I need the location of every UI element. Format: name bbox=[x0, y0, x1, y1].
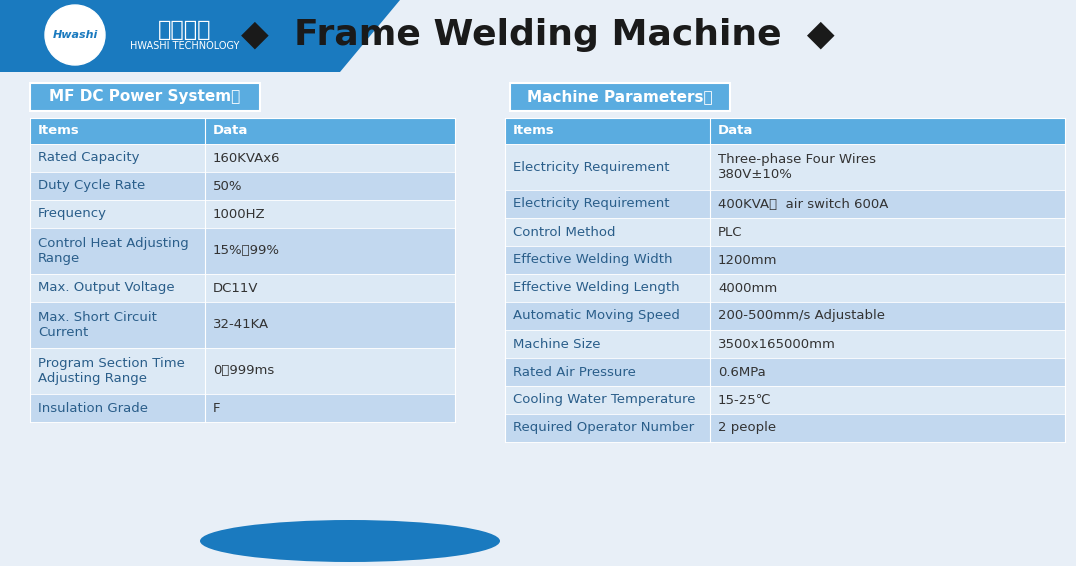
Text: 0～999ms: 0～999ms bbox=[213, 365, 274, 378]
Text: Control Method: Control Method bbox=[513, 225, 615, 238]
FancyBboxPatch shape bbox=[30, 348, 455, 394]
Text: 15-25℃: 15-25℃ bbox=[718, 393, 771, 406]
Text: Insulation Grade: Insulation Grade bbox=[38, 401, 148, 414]
Text: 400KVA，  air switch 600A: 400KVA， air switch 600A bbox=[718, 198, 889, 211]
FancyBboxPatch shape bbox=[0, 0, 1076, 72]
FancyBboxPatch shape bbox=[30, 172, 455, 200]
Text: 华士科技: 华士科技 bbox=[158, 20, 212, 40]
Text: Automatic Moving Speed: Automatic Moving Speed bbox=[513, 310, 680, 323]
Text: Max. Output Voltage: Max. Output Voltage bbox=[38, 281, 174, 294]
FancyBboxPatch shape bbox=[505, 414, 1065, 442]
FancyBboxPatch shape bbox=[30, 144, 455, 172]
Text: Rated Air Pressure: Rated Air Pressure bbox=[513, 366, 636, 379]
Text: 4000mm: 4000mm bbox=[718, 281, 777, 294]
FancyBboxPatch shape bbox=[30, 200, 455, 228]
FancyBboxPatch shape bbox=[360, 0, 1076, 72]
Text: 160KVAx6: 160KVAx6 bbox=[213, 152, 281, 165]
Text: Duty Cycle Rate: Duty Cycle Rate bbox=[38, 179, 145, 192]
Text: PLC: PLC bbox=[718, 225, 742, 238]
Text: Three-phase Four Wires
380V±10%: Three-phase Four Wires 380V±10% bbox=[718, 153, 876, 181]
Text: Effective Welding Length: Effective Welding Length bbox=[513, 281, 680, 294]
Circle shape bbox=[45, 5, 105, 65]
Ellipse shape bbox=[200, 520, 500, 562]
Text: Control Heat Adjusting
Range: Control Heat Adjusting Range bbox=[38, 237, 188, 265]
Text: Frequency: Frequency bbox=[38, 208, 107, 221]
Text: 200-500mm/s Adjustable: 200-500mm/s Adjustable bbox=[718, 310, 884, 323]
FancyBboxPatch shape bbox=[30, 118, 455, 144]
Text: Data: Data bbox=[718, 125, 753, 138]
Polygon shape bbox=[320, 0, 1076, 72]
Text: HWASHI TECHNOLOGY: HWASHI TECHNOLOGY bbox=[130, 41, 240, 51]
Text: 3500x165000mm: 3500x165000mm bbox=[718, 337, 836, 350]
Text: Rated Capacity: Rated Capacity bbox=[38, 152, 140, 165]
Text: 32-41KA: 32-41KA bbox=[213, 319, 269, 332]
Text: 0.6MPa: 0.6MPa bbox=[718, 366, 766, 379]
FancyBboxPatch shape bbox=[505, 302, 1065, 330]
FancyBboxPatch shape bbox=[505, 118, 1065, 144]
Text: 1200mm: 1200mm bbox=[718, 254, 778, 267]
FancyBboxPatch shape bbox=[30, 228, 455, 274]
FancyBboxPatch shape bbox=[505, 144, 1065, 190]
FancyBboxPatch shape bbox=[505, 274, 1065, 302]
Text: F: F bbox=[213, 401, 221, 414]
FancyBboxPatch shape bbox=[505, 358, 1065, 386]
Text: Machine Parameters：: Machine Parameters： bbox=[527, 89, 712, 105]
FancyBboxPatch shape bbox=[30, 83, 260, 111]
Text: 2 people: 2 people bbox=[718, 422, 776, 435]
Text: 50%: 50% bbox=[213, 179, 242, 192]
FancyBboxPatch shape bbox=[30, 302, 455, 348]
Text: Max. Short Circuit
Current: Max. Short Circuit Current bbox=[38, 311, 157, 339]
Text: Required Operator Number: Required Operator Number bbox=[513, 422, 694, 435]
FancyBboxPatch shape bbox=[505, 386, 1065, 414]
Text: Effective Welding Width: Effective Welding Width bbox=[513, 254, 672, 267]
Text: Machine Size: Machine Size bbox=[513, 337, 600, 350]
Text: 1000HZ: 1000HZ bbox=[213, 208, 266, 221]
Text: Electricity Requirement: Electricity Requirement bbox=[513, 161, 669, 174]
FancyBboxPatch shape bbox=[30, 274, 455, 302]
FancyBboxPatch shape bbox=[505, 330, 1065, 358]
FancyBboxPatch shape bbox=[510, 83, 730, 111]
Text: Data: Data bbox=[213, 125, 249, 138]
FancyBboxPatch shape bbox=[505, 218, 1065, 246]
FancyBboxPatch shape bbox=[505, 246, 1065, 274]
FancyBboxPatch shape bbox=[30, 394, 455, 422]
Text: DC11V: DC11V bbox=[213, 281, 258, 294]
Text: MF DC Power System：: MF DC Power System： bbox=[49, 89, 241, 105]
Text: ◆  Frame Welding Machine  ◆: ◆ Frame Welding Machine ◆ bbox=[241, 18, 835, 52]
Text: Items: Items bbox=[513, 125, 555, 138]
Text: Hwashi: Hwashi bbox=[53, 30, 98, 40]
Text: Cooling Water Temperature: Cooling Water Temperature bbox=[513, 393, 695, 406]
Polygon shape bbox=[0, 0, 400, 72]
Text: Electricity Requirement: Electricity Requirement bbox=[513, 198, 669, 211]
Text: 15%～99%: 15%～99% bbox=[213, 245, 280, 258]
Text: Items: Items bbox=[38, 125, 80, 138]
Text: Program Section Time
Adjusting Range: Program Section Time Adjusting Range bbox=[38, 357, 185, 385]
FancyBboxPatch shape bbox=[505, 190, 1065, 218]
